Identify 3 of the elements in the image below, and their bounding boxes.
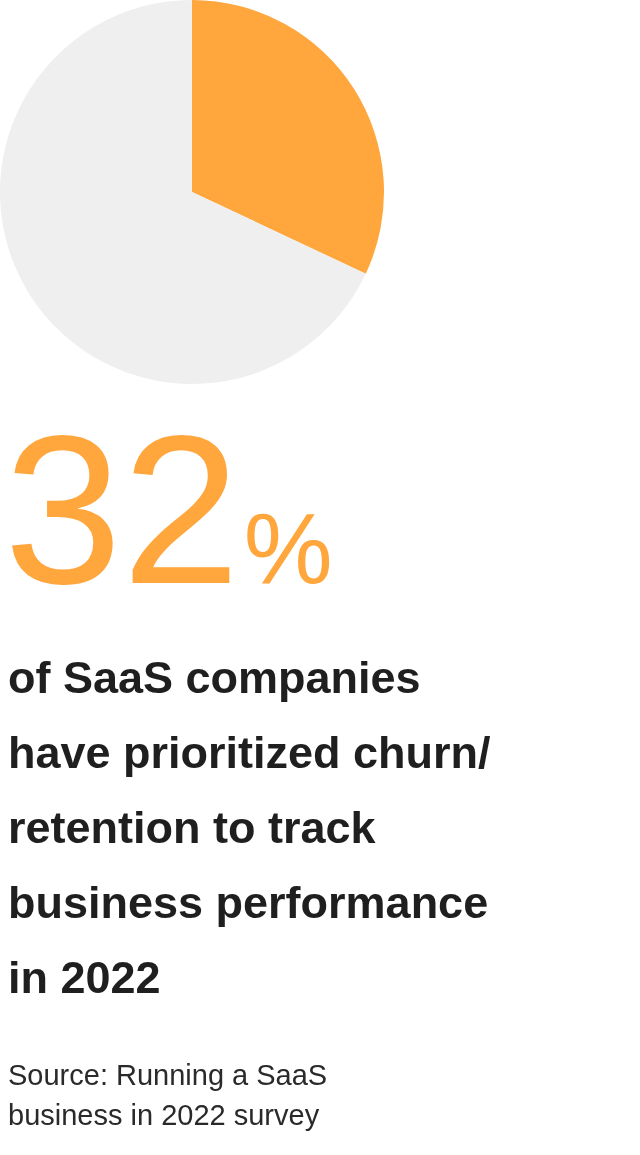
source-note: Source: Running a SaaS business in 2022 survey	[8, 1058, 329, 1133]
text: of SaaS companies have prioritized churn/ retention to track business performance in 2022	[8, 651, 492, 1005]
text: 32%	[4, 391, 333, 630]
